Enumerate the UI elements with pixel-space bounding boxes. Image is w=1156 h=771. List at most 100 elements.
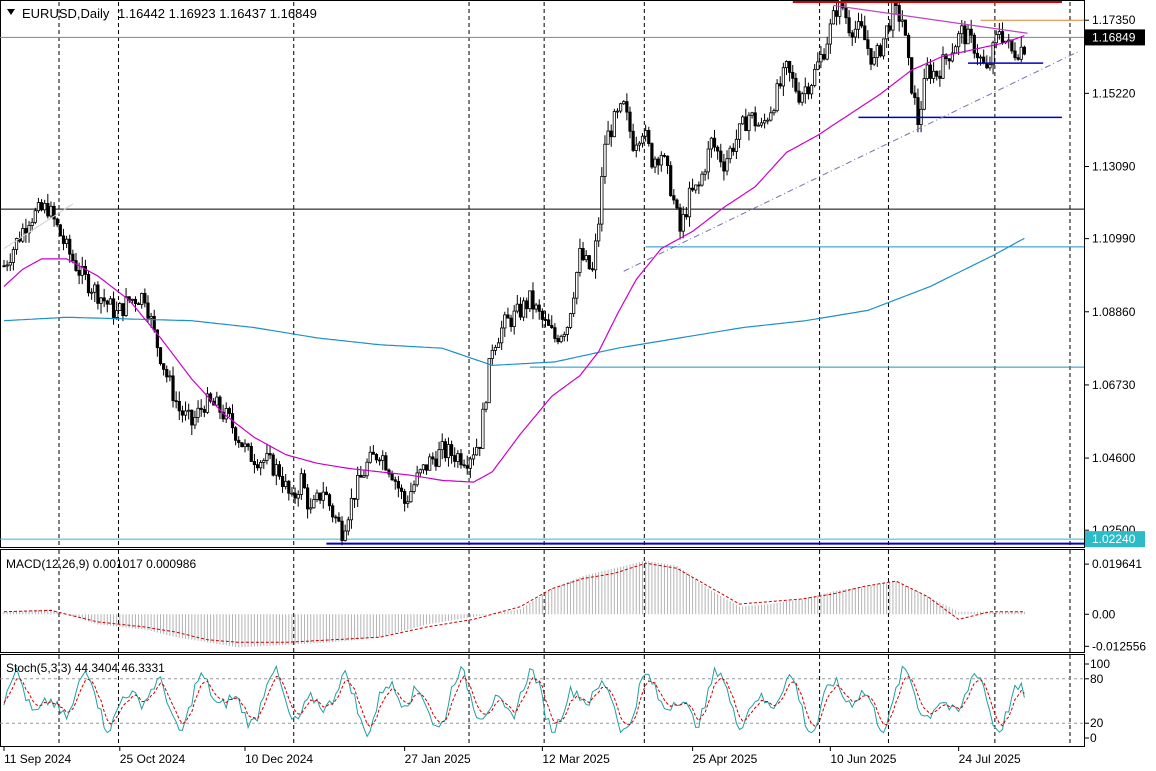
candle-body — [609, 130, 613, 138]
candle-body — [315, 492, 319, 500]
candle-body — [716, 146, 720, 152]
candle-body — [938, 75, 942, 79]
y-tick-label: 1.08860 — [1092, 305, 1136, 319]
candle-body — [744, 116, 748, 132]
candle-body — [537, 304, 541, 312]
candle-body — [177, 401, 181, 412]
candle-body — [869, 48, 873, 65]
candle-body — [553, 327, 557, 339]
candle-body — [950, 52, 954, 62]
candle-body — [146, 302, 150, 319]
y-tick-label: 1.13090 — [1092, 160, 1136, 174]
candle-body — [506, 314, 510, 319]
candle-body — [809, 85, 814, 95]
candle-body — [481, 408, 485, 449]
candle-body — [74, 260, 78, 271]
support-price-label: 1.02240 — [1092, 532, 1136, 546]
candle-body — [36, 202, 41, 212]
candle-body — [377, 459, 382, 462]
candle-body — [935, 70, 939, 77]
candle-body — [224, 408, 228, 420]
candle-body — [819, 54, 823, 63]
candle-body — [612, 111, 616, 138]
candle-body — [697, 184, 701, 187]
candle-body — [259, 462, 263, 469]
candle-body — [816, 61, 820, 70]
candle-body — [362, 475, 366, 478]
candle-body — [268, 453, 272, 456]
candle-body — [703, 171, 707, 175]
candle-body — [187, 409, 191, 412]
candle-body — [891, 1, 895, 31]
candle-body — [665, 155, 670, 166]
candle-body — [215, 396, 219, 406]
candle-body — [396, 480, 400, 489]
candle-body — [183, 410, 188, 416]
candle-body — [265, 453, 269, 461]
stoch-pane — [0, 654, 1085, 747]
candle-body — [8, 262, 12, 266]
candle-body — [140, 293, 144, 305]
candle-body — [885, 25, 889, 40]
candle-body — [121, 303, 125, 316]
candle-body — [468, 458, 472, 469]
candle-body — [734, 138, 739, 152]
candle-body — [274, 464, 278, 476]
candle-body — [456, 453, 460, 462]
candle-body — [252, 461, 256, 466]
support-price-label-bg — [1085, 531, 1145, 548]
candle-body — [165, 368, 169, 378]
candle-body — [568, 313, 573, 328]
candle-body — [741, 116, 745, 125]
candle-body — [960, 25, 964, 35]
candle-body — [39, 202, 44, 211]
candle-body — [628, 111, 632, 132]
candle-body — [910, 57, 914, 94]
candle-body — [593, 240, 598, 271]
candle-body — [237, 439, 241, 444]
candle-body — [453, 455, 457, 462]
y-tick-label: 1.10990 — [1092, 232, 1136, 246]
candle-body — [284, 480, 288, 487]
candle-body — [21, 228, 25, 242]
candle-body — [484, 402, 488, 410]
candle-body — [656, 158, 660, 166]
candle-body — [334, 516, 338, 519]
candle-body — [788, 61, 792, 73]
candle-body — [543, 319, 548, 321]
candle-body — [550, 325, 554, 329]
candle-body — [409, 491, 413, 503]
candle-body — [446, 444, 451, 459]
candle-body — [747, 114, 751, 132]
candle-body — [791, 72, 795, 79]
candle-body — [794, 77, 798, 92]
candle-body — [478, 446, 482, 449]
dropdown-triangle-icon[interactable] — [7, 9, 15, 15]
candle-body — [24, 228, 28, 234]
candle-body — [781, 67, 785, 87]
candle-body — [834, 10, 839, 17]
candle-body — [90, 291, 94, 294]
candle-body — [11, 249, 15, 263]
candle-body — [644, 130, 648, 137]
macd-label: MACD(12,26,9) 0.001017 0.000986 — [6, 557, 196, 571]
candle-body — [922, 78, 926, 110]
y-tick-label: 1.04600 — [1092, 451, 1136, 465]
candle-body — [459, 453, 463, 466]
candle-body — [365, 461, 369, 477]
candle-body — [293, 492, 297, 499]
candle-body — [700, 173, 704, 186]
x-tick-label: 10 Dec 2024 — [245, 752, 313, 766]
candle-body — [124, 296, 128, 316]
candle-body — [424, 464, 429, 471]
candle-body — [1016, 57, 1020, 60]
candle-body — [797, 90, 801, 103]
candle-body — [381, 455, 385, 461]
candle-body — [190, 409, 194, 426]
candle-body — [640, 135, 645, 144]
candle-body — [105, 300, 109, 305]
candle-body — [321, 491, 325, 501]
candle-body — [769, 112, 773, 121]
candle-body — [756, 124, 760, 127]
candle-body — [299, 473, 303, 495]
